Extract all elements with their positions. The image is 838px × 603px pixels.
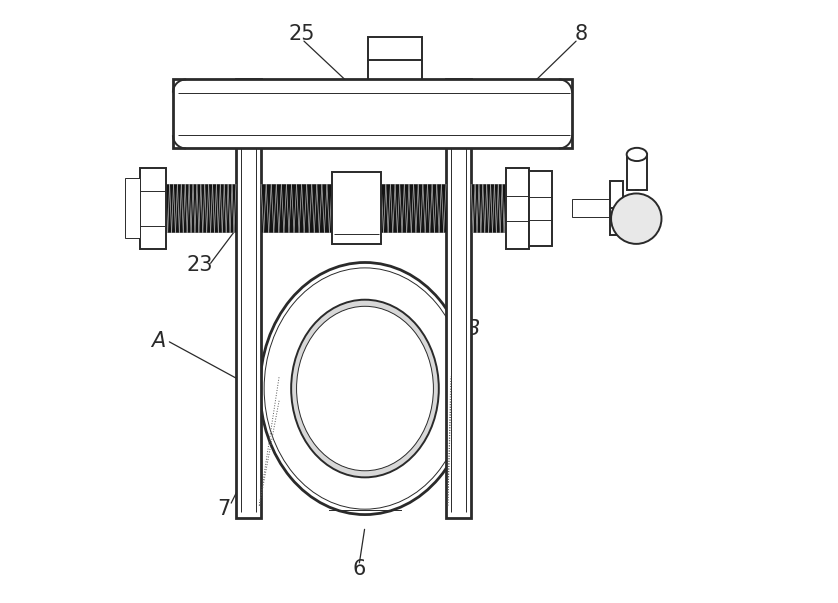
Bar bbox=[381, 185, 446, 233]
Ellipse shape bbox=[297, 306, 433, 471]
Bar bbox=[506, 168, 529, 249]
Bar bbox=[173, 80, 572, 148]
Text: 23: 23 bbox=[187, 256, 213, 276]
Ellipse shape bbox=[611, 194, 661, 244]
Text: A: A bbox=[151, 330, 165, 350]
Bar bbox=[529, 171, 551, 245]
Text: 5: 5 bbox=[452, 499, 464, 519]
Bar bbox=[471, 185, 506, 233]
Bar bbox=[572, 200, 611, 218]
Bar bbox=[446, 80, 471, 517]
Ellipse shape bbox=[627, 148, 647, 161]
Ellipse shape bbox=[291, 300, 439, 478]
Text: 6: 6 bbox=[352, 558, 365, 579]
Bar bbox=[610, 182, 623, 236]
Bar bbox=[125, 178, 140, 238]
Bar bbox=[140, 168, 166, 249]
Ellipse shape bbox=[260, 262, 470, 514]
Text: 25: 25 bbox=[289, 24, 315, 45]
Text: 7: 7 bbox=[217, 499, 230, 519]
Bar bbox=[368, 37, 422, 60]
Bar bbox=[627, 154, 647, 191]
Ellipse shape bbox=[264, 268, 466, 509]
Bar bbox=[332, 172, 381, 244]
Bar bbox=[166, 185, 236, 233]
Bar bbox=[261, 185, 332, 233]
Text: B: B bbox=[466, 318, 480, 338]
Bar bbox=[236, 80, 261, 517]
Text: 8: 8 bbox=[575, 24, 587, 45]
